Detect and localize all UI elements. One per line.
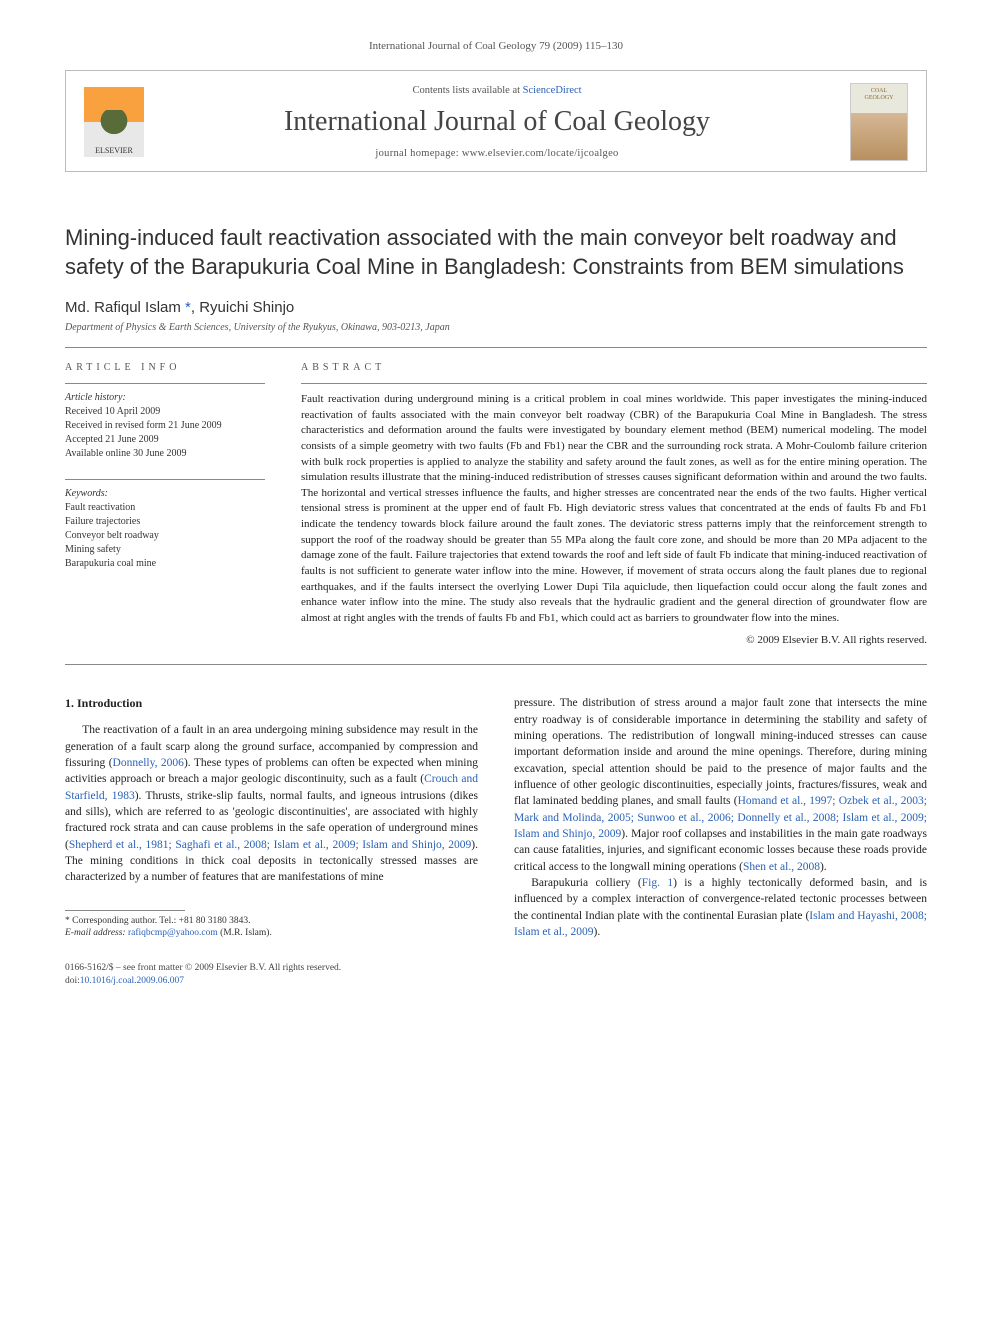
section-title: Introduction [77, 696, 142, 710]
body-left-column: 1. Introduction The reactivation of a fa… [65, 695, 478, 988]
email-paren: (M.R. Islam). [220, 928, 272, 938]
article-info-column: ARTICLE INFO Article history: Received 1… [65, 362, 265, 646]
contents-lists-line: Contents lists available at ScienceDirec… [162, 85, 832, 96]
abstract-column: ABSTRACT Fault reactivation during under… [301, 362, 927, 646]
fig-1-ref[interactable]: Fig. 1 [642, 877, 673, 889]
cite-shepherd-et-al[interactable]: Shepherd et al., 1981; Saghafi et al., 2… [69, 839, 471, 851]
page-footer: 0166-5162/$ – see front matter © 2009 El… [65, 962, 478, 988]
running-header: International Journal of Coal Geology 79… [65, 40, 927, 52]
body-two-column: 1. Introduction The reactivation of a fa… [65, 695, 927, 988]
cover-text-1: COAL [871, 88, 887, 95]
info-rule-1 [65, 383, 265, 384]
article-title: Mining-induced fault reactivation associ… [65, 224, 927, 281]
front-matter-line: 0166-5162/$ – see front matter © 2009 El… [65, 962, 478, 975]
journal-cover-thumbnail: COAL GEOLOGY [850, 83, 908, 161]
top-rule [65, 347, 927, 348]
history-accepted: Accepted 21 June 2009 [65, 433, 265, 447]
info-rule-2 [65, 479, 265, 480]
history-received: Received 10 April 2009 [65, 405, 265, 419]
body-right-column: pressure. The distribution of stress aro… [514, 695, 927, 988]
keyword-2: Failure trajectories [65, 515, 265, 529]
info-abstract-row: ARTICLE INFO Article history: Received 1… [65, 362, 927, 646]
keyword-4: Mining safety [65, 543, 265, 557]
doi-line: doi:10.1016/j.coal.2009.06.007 [65, 975, 478, 988]
article-info-heading: ARTICLE INFO [65, 362, 265, 373]
journal-homepage-line: journal homepage: www.elsevier.com/locat… [162, 148, 832, 159]
keyword-3: Conveyor belt roadway [65, 529, 265, 543]
intro-para-left: The reactivation of a fault in an area u… [65, 722, 478, 885]
corr-author-line: * Corresponding author. Tel.: +81 80 318… [65, 915, 478, 928]
cite-shen-2008[interactable]: Shen et al., 2008 [743, 861, 820, 873]
cite-donnelly-2006[interactable]: Donnelly, 2006 [113, 757, 184, 769]
journal-banner: ELSEVIER Contents lists available at Sci… [65, 70, 927, 172]
authors-line: Md. Rafiqul Islam *, Ryuichi Shinjo [65, 299, 927, 316]
doi-link[interactable]: 10.1016/j.coal.2009.06.007 [80, 976, 184, 986]
section-heading-intro: 1. Introduction [65, 695, 478, 712]
corr-author-email-link[interactable]: rafiqbcmp@yahoo.com [128, 928, 218, 938]
footnote-rule [65, 910, 185, 911]
email-label: E-mail address: [65, 928, 126, 938]
keywords-title: Keywords: [65, 488, 265, 499]
intro-para-right-2: Barapukuria colliery (Fig. 1) is a highl… [514, 875, 927, 940]
abstract-rule [301, 383, 927, 384]
elsevier-tree-icon [99, 110, 129, 146]
corr-author-marker: * [185, 299, 191, 316]
article-history-title: Article history: [65, 392, 265, 403]
authors-text: Md. Rafiqul Islam *, Ryuichi Shinjo [65, 299, 294, 316]
sciencedirect-link[interactable]: ScienceDirect [523, 85, 582, 96]
abstract-text: Fault reactivation during underground mi… [301, 392, 927, 626]
elsevier-logo-label: ELSEVIER [95, 146, 133, 155]
history-revised: Received in revised form 21 June 2009 [65, 419, 265, 433]
contents-lists-prefix: Contents lists available at [412, 85, 522, 96]
keyword-5: Barapukuria coal mine [65, 557, 265, 571]
history-online: Available online 30 June 2009 [65, 447, 265, 461]
abstract-copyright: © 2009 Elsevier B.V. All rights reserved… [301, 634, 927, 646]
affiliation: Department of Physics & Earth Sciences, … [65, 322, 927, 333]
journal-name: International Journal of Coal Geology [162, 106, 832, 138]
section-number: 1. [65, 696, 74, 710]
abstract-heading: ABSTRACT [301, 362, 927, 373]
corr-author-email-line: E-mail address: rafiqbcmp@yahoo.com (M.R… [65, 927, 478, 940]
mid-rule [65, 664, 927, 665]
elsevier-logo: ELSEVIER [84, 87, 144, 157]
corresponding-author-footnote: * Corresponding author. Tel.: +81 80 318… [65, 915, 478, 941]
cover-text-2: GEOLOGY [865, 95, 894, 102]
banner-center: Contents lists available at ScienceDirec… [162, 85, 832, 159]
intro-para-right-1: pressure. The distribution of stress aro… [514, 695, 927, 875]
doi-label: doi: [65, 976, 80, 986]
keyword-1: Fault reactivation [65, 501, 265, 515]
